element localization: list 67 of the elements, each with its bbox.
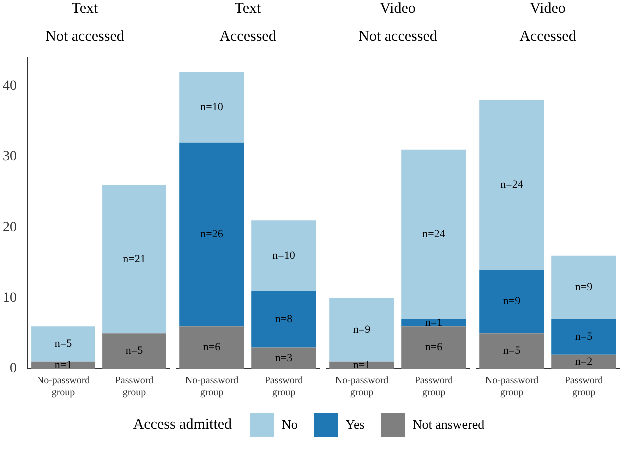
y-tick-label: 30	[3, 150, 17, 165]
data-label: n=2	[575, 356, 593, 368]
data-label: n=9	[575, 282, 594, 294]
x-tick-label: Password group	[264, 376, 304, 399]
data-label: n=26	[200, 228, 224, 241]
bar	[402, 320, 466, 327]
bar	[552, 256, 616, 320]
bar	[480, 100, 544, 270]
data-label: n=9	[503, 296, 522, 308]
chart-title: Text	[234, 0, 262, 17]
bar	[480, 334, 544, 369]
bar	[480, 270, 544, 334]
data-label: n=24	[500, 179, 524, 192]
data-label: n=9	[353, 324, 372, 336]
bar	[32, 362, 96, 369]
x-tick-label: No-password group	[335, 376, 389, 399]
x-tick-label: No-password group	[185, 376, 239, 399]
data-label: n=5	[54, 338, 73, 350]
data-label: n=10	[272, 250, 296, 262]
bar	[552, 320, 616, 355]
bar	[402, 150, 466, 320]
legend-title: Access admitted	[133, 416, 232, 434]
bar	[330, 298, 394, 362]
bar	[252, 220, 316, 292]
x-tick-label: Password group	[115, 376, 154, 399]
chart-subtitle: Accessed	[220, 28, 277, 45]
x-tick-label: Password group	[414, 376, 454, 399]
chart-title: Video	[530, 0, 566, 17]
data-label: n=5	[126, 345, 144, 358]
data-label: n=24	[422, 228, 446, 241]
legend-label: No	[281, 416, 298, 434]
data-label: n=5	[575, 331, 594, 344]
legend-label: Yes	[344, 416, 365, 434]
bar	[180, 326, 244, 369]
bar	[552, 354, 616, 369]
data-label: n=3	[275, 352, 294, 364]
x-tick-label: No-password group	[36, 376, 90, 399]
data-label: n=1	[54, 359, 72, 372]
data-label: n=1	[353, 359, 371, 372]
bar	[32, 326, 96, 362]
legend-label: Not answered	[412, 416, 485, 434]
bar	[180, 142, 244, 327]
data-label: n=1	[425, 316, 443, 329]
bar	[102, 334, 166, 369]
bar	[102, 185, 166, 334]
x-tick-label: Password group	[564, 376, 604, 399]
chart-subtitle: Accessed	[520, 28, 577, 45]
bar	[180, 72, 244, 143]
y-tick-label: 10	[3, 290, 17, 306]
data-label: n=5	[503, 345, 522, 358]
data-label: n=8	[275, 313, 294, 326]
chart-title: Video	[380, 0, 416, 17]
chart-title: Text	[72, 0, 100, 17]
y-tick-label: 20	[3, 220, 17, 236]
data-label: n=6	[425, 342, 444, 354]
y-tick-label: 0	[10, 362, 17, 377]
bar	[252, 348, 316, 369]
chart-subtitle: Not accessed	[46, 28, 125, 45]
chart-subtitle: Not accessed	[358, 28, 438, 45]
y-tick-label: 40	[3, 78, 17, 94]
data-label: n=10	[200, 101, 224, 114]
bar	[330, 362, 394, 369]
data-label: n=21	[123, 253, 146, 266]
x-tick-label: No-password group	[485, 376, 539, 399]
bar	[252, 291, 316, 348]
data-label: n=6	[203, 342, 222, 354]
bar	[402, 326, 466, 369]
